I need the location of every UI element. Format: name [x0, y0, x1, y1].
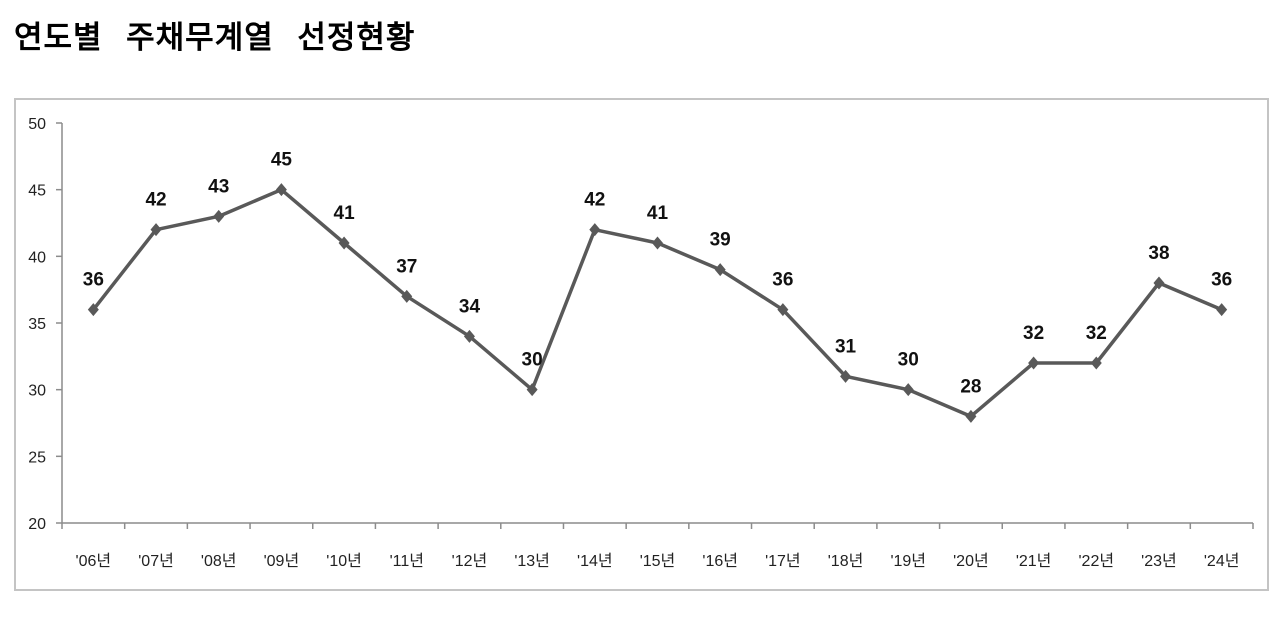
data-label: 30	[522, 350, 543, 371]
x-tick-label: '22년	[1079, 552, 1115, 570]
x-tick-label: '24년	[1204, 552, 1240, 570]
data-label: 36	[1211, 270, 1232, 291]
y-tick-label: 40	[28, 249, 46, 266]
data-point	[840, 369, 852, 383]
x-tick-label: '20년	[953, 552, 989, 570]
x-tick-label: '07년	[138, 552, 174, 570]
data-point	[87, 303, 99, 317]
data-label: 36	[772, 270, 793, 291]
x-tick-label: '15년	[640, 552, 676, 570]
data-point	[213, 209, 225, 223]
data-point	[1090, 356, 1102, 370]
x-tick-label: '09년	[264, 552, 300, 570]
y-tick-label: 35	[28, 316, 46, 333]
data-point	[714, 263, 726, 277]
data-point	[338, 236, 350, 250]
y-tick-label: 20	[28, 516, 46, 533]
data-label: 42	[145, 190, 166, 211]
x-tick-label: '16년	[702, 552, 738, 570]
data-label: 30	[898, 350, 919, 371]
x-tick-label: '10년	[326, 552, 362, 570]
data-label: 41	[334, 203, 356, 224]
x-tick-label: '21년	[1016, 552, 1052, 570]
page-title: 연도별 주채무계열 선정현황	[14, 20, 416, 56]
data-point	[965, 409, 977, 423]
data-point	[1028, 356, 1040, 370]
y-tick-label: 25	[28, 449, 46, 466]
x-tick-label: '11년	[390, 552, 424, 570]
x-tick-label: '18년	[828, 552, 864, 570]
data-label: 45	[271, 150, 293, 171]
data-point	[777, 303, 789, 317]
data-point	[463, 329, 475, 343]
data-label: 32	[1086, 323, 1107, 344]
y-tick-label: 30	[28, 383, 46, 400]
data-point	[902, 383, 914, 397]
x-tick-label: '12년	[452, 552, 488, 570]
x-tick-label: '13년	[514, 552, 550, 570]
x-tick-label: '17년	[765, 552, 801, 570]
data-label: 39	[710, 230, 731, 251]
data-label: 42	[584, 190, 605, 211]
data-point	[589, 223, 601, 237]
chart-frame	[14, 98, 1269, 591]
data-label: 41	[647, 203, 669, 224]
data-label: 37	[396, 256, 417, 277]
data-label: 34	[459, 296, 481, 317]
data-label: 43	[208, 176, 229, 197]
data-point	[652, 236, 663, 250]
data-point	[401, 289, 413, 303]
x-tick-label: '14년	[577, 552, 613, 570]
x-tick-label: '23년	[1141, 552, 1177, 570]
data-point	[526, 383, 538, 397]
data-point	[1216, 303, 1228, 317]
data-point	[275, 183, 287, 197]
y-tick-label: 50	[28, 116, 46, 133]
data-label: 36	[83, 270, 104, 291]
x-tick-label: '06년	[76, 552, 112, 570]
x-tick-label: '08년	[201, 552, 237, 570]
data-point	[150, 223, 162, 237]
data-label: 31	[835, 336, 857, 357]
data-label: 38	[1148, 243, 1169, 264]
x-tick-label: '19년	[890, 552, 926, 570]
data-label: 28	[960, 376, 981, 397]
data-label: 32	[1023, 323, 1044, 344]
data-point	[1153, 276, 1165, 290]
y-tick-label: 45	[28, 183, 46, 200]
